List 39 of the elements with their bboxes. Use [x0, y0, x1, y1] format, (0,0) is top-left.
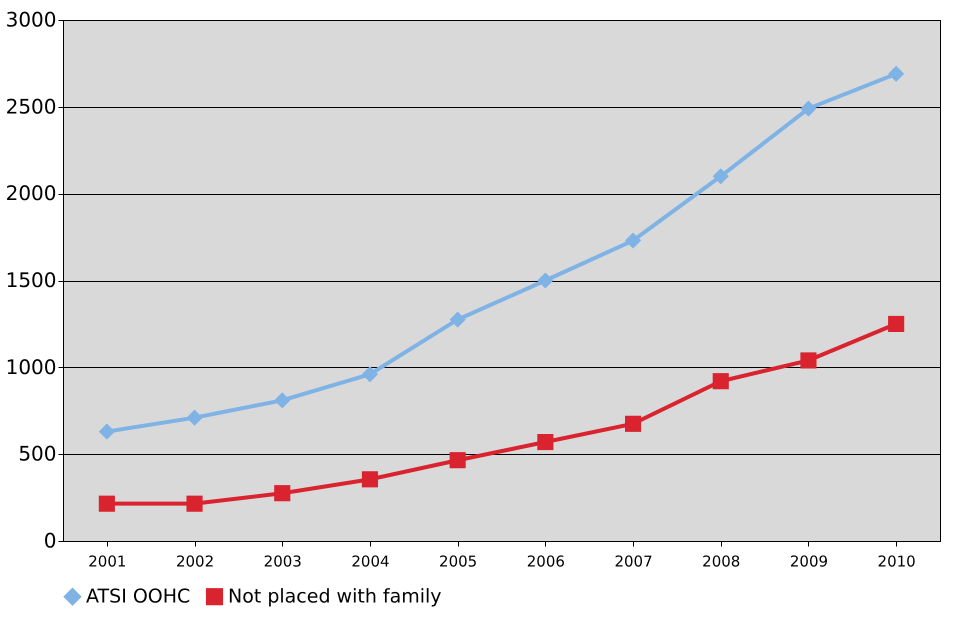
point — [712, 373, 729, 390]
point — [98, 496, 115, 512]
x-tick-label: 2001 — [88, 552, 126, 570]
point — [800, 352, 817, 368]
x-tick-label: 2005 — [439, 552, 478, 570]
legend-label: ATSI OOHC — [86, 586, 190, 608]
point — [624, 416, 642, 432]
point — [274, 392, 290, 408]
y-tick-label: 2500 — [6, 94, 56, 118]
point — [537, 434, 554, 450]
y-tick-label: 2000 — [6, 181, 56, 206]
y-tick-label: 500 — [18, 442, 56, 466]
y-tick-label: 1000 — [6, 354, 56, 379]
x-tick-label: 2002 — [176, 552, 214, 570]
point — [888, 66, 904, 82]
point — [624, 232, 642, 249]
point — [888, 316, 904, 332]
point — [186, 410, 203, 426]
point — [362, 471, 378, 488]
point — [450, 452, 466, 468]
point — [362, 366, 378, 382]
point — [712, 168, 729, 184]
point — [450, 312, 466, 328]
x-tick-label: 2004 — [351, 552, 390, 570]
y-tick-label: 1500 — [6, 268, 56, 292]
x-tick-label: 2010 — [878, 552, 916, 570]
point — [186, 496, 203, 512]
point — [274, 485, 290, 502]
legend-label: Not placed with family — [228, 586, 442, 608]
x-tick-label: 2008 — [702, 552, 740, 570]
y-tick-label: 0 — [44, 528, 56, 552]
point — [537, 272, 554, 289]
x-tick-label: 2007 — [614, 552, 653, 570]
x-tick-label: 2009 — [790, 552, 828, 570]
point — [800, 100, 817, 117]
x-tick-label: 2003 — [264, 552, 302, 570]
x-tick-label: 2006 — [526, 552, 565, 570]
point — [98, 424, 115, 440]
y-tick-label: 3000 — [6, 8, 56, 32]
